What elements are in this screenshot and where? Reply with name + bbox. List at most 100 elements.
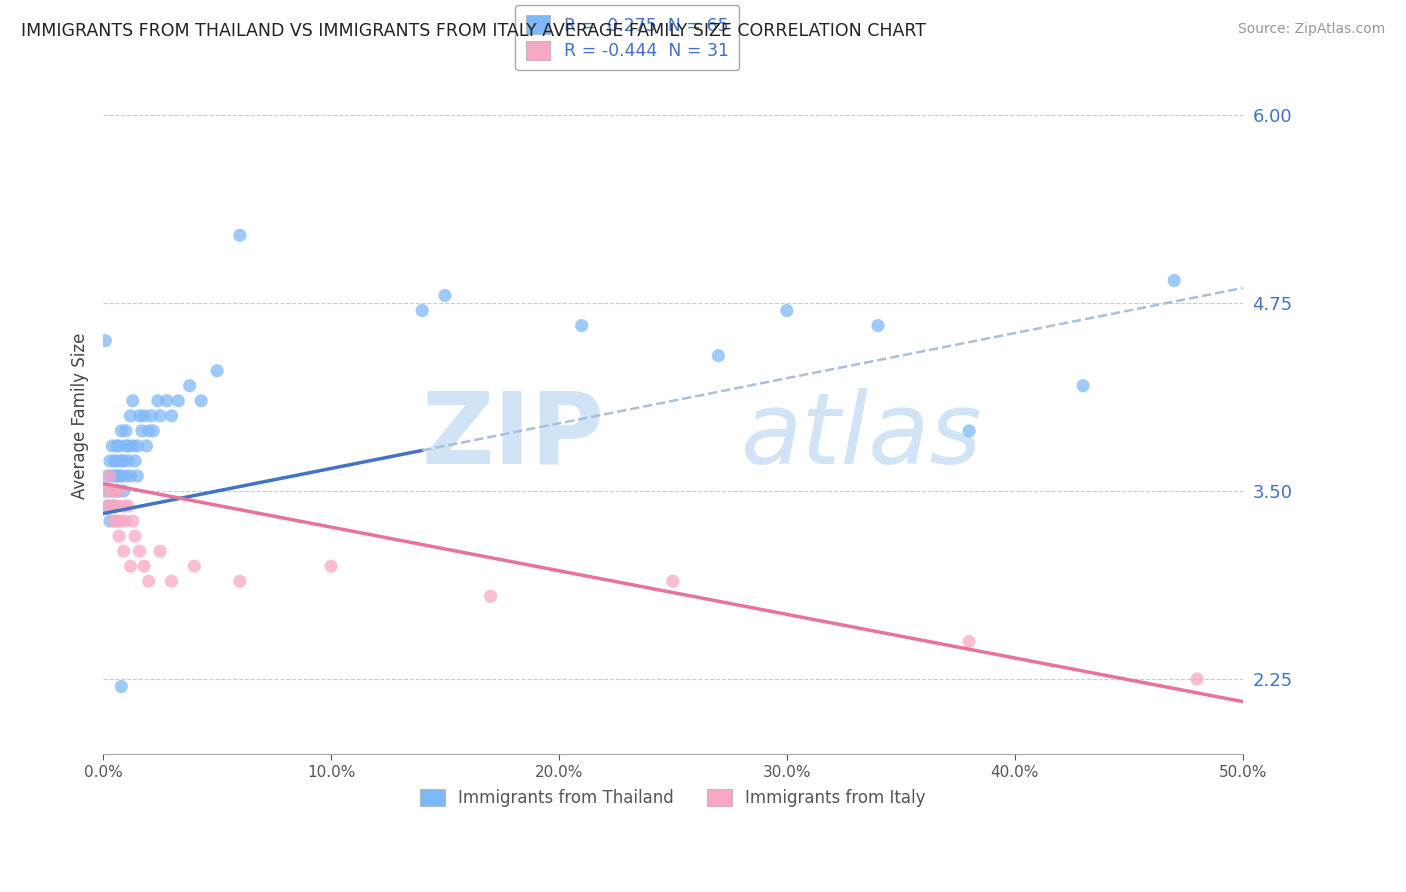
Point <box>108 483 131 498</box>
Text: atlas: atlas <box>741 388 983 484</box>
Point <box>146 393 169 408</box>
Point <box>160 409 183 423</box>
Point <box>112 454 135 468</box>
Point <box>115 514 138 528</box>
Point <box>101 469 124 483</box>
Point <box>117 499 139 513</box>
Point <box>110 514 132 528</box>
Point <box>110 424 132 438</box>
Point <box>98 469 121 483</box>
Point <box>124 529 146 543</box>
Point <box>112 544 135 558</box>
Point <box>149 544 172 558</box>
Point <box>103 483 125 498</box>
Point <box>94 334 117 348</box>
Point <box>110 680 132 694</box>
Point <box>319 559 342 574</box>
Point <box>229 228 252 243</box>
Point <box>117 439 139 453</box>
Point <box>229 574 252 589</box>
Point <box>776 303 799 318</box>
Point <box>112 499 135 513</box>
Point <box>121 514 143 528</box>
Point <box>957 634 980 648</box>
Point <box>1163 273 1185 287</box>
Point <box>127 439 149 453</box>
Point <box>142 424 165 438</box>
Point <box>105 469 128 483</box>
Point <box>94 483 117 498</box>
Point <box>101 483 124 498</box>
Point <box>108 469 131 483</box>
Point <box>105 514 128 528</box>
Point <box>707 349 730 363</box>
Point <box>433 288 456 302</box>
Point <box>103 499 125 513</box>
Point <box>121 439 143 453</box>
Point <box>131 424 153 438</box>
Point <box>179 378 201 392</box>
Point <box>110 469 132 483</box>
Point <box>103 483 125 498</box>
Point <box>1185 672 1208 686</box>
Point <box>115 439 138 453</box>
Point <box>121 393 143 408</box>
Point <box>662 574 685 589</box>
Point <box>127 469 149 483</box>
Point <box>97 499 120 513</box>
Point <box>120 559 142 574</box>
Point <box>105 439 128 453</box>
Point <box>108 439 131 453</box>
Text: Source: ZipAtlas.com: Source: ZipAtlas.com <box>1237 22 1385 37</box>
Point <box>105 499 128 513</box>
Point <box>108 483 131 498</box>
Point <box>115 424 138 438</box>
Text: ZIP: ZIP <box>422 388 605 484</box>
Point <box>120 409 142 423</box>
Point <box>183 559 205 574</box>
Y-axis label: Average Family Size: Average Family Size <box>72 333 89 499</box>
Point <box>101 499 124 513</box>
Point <box>105 454 128 468</box>
Point <box>103 469 125 483</box>
Point <box>115 469 138 483</box>
Point <box>101 439 124 453</box>
Point <box>124 454 146 468</box>
Point <box>190 393 212 408</box>
Point <box>97 469 120 483</box>
Point <box>105 483 128 498</box>
Point <box>128 409 150 423</box>
Point <box>101 483 124 498</box>
Point <box>103 454 125 468</box>
Point <box>957 424 980 438</box>
Point <box>139 409 162 423</box>
Point <box>117 454 139 468</box>
Point <box>138 424 160 438</box>
Point <box>97 499 120 513</box>
Point <box>98 483 121 498</box>
Point <box>479 589 502 603</box>
Point <box>101 499 124 513</box>
Point <box>411 303 433 318</box>
Legend: Immigrants from Thailand, Immigrants from Italy: Immigrants from Thailand, Immigrants fro… <box>413 782 932 814</box>
Point <box>103 514 125 528</box>
Point <box>112 483 135 498</box>
Point <box>571 318 593 333</box>
Point <box>98 514 121 528</box>
Point <box>120 469 142 483</box>
Point <box>110 454 132 468</box>
Text: IMMIGRANTS FROM THAILAND VS IMMIGRANTS FROM ITALY AVERAGE FAMILY SIZE CORRELATIO: IMMIGRANTS FROM THAILAND VS IMMIGRANTS F… <box>21 22 927 40</box>
Point <box>866 318 889 333</box>
Point <box>134 559 156 574</box>
Point <box>134 409 156 423</box>
Point <box>128 544 150 558</box>
Point <box>160 574 183 589</box>
Point <box>108 529 131 543</box>
Point <box>135 439 157 453</box>
Point <box>156 393 179 408</box>
Point <box>205 364 228 378</box>
Point <box>1071 378 1094 392</box>
Point <box>138 574 160 589</box>
Point <box>149 409 172 423</box>
Point <box>167 393 190 408</box>
